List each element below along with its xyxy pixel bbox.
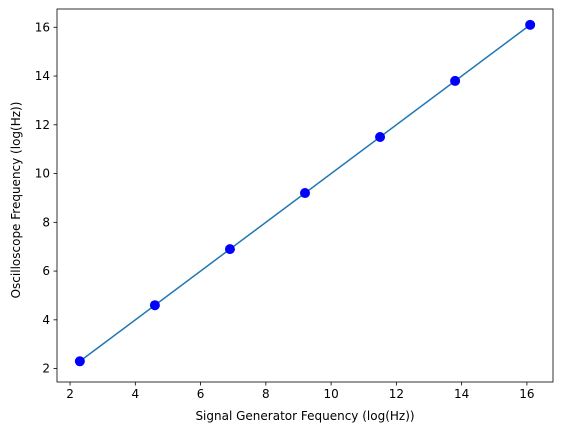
data-point [224,244,235,255]
x-tick-label: 4 [131,387,139,401]
x-axis-label: Signal Generator Fequency (log(Hz)) [195,409,414,423]
data-point [450,75,461,86]
ticks: 2 4 6 8 10 12 14 16 2 4 6 8 10 12 14 16 [35,20,535,401]
y-axis-label: Oscilloscope Frequency (log(Hz)) [9,102,23,299]
y-tick-label: 16 [35,20,50,34]
axes [56,8,554,383]
x-tick-label: 12 [389,387,404,401]
x-tick-label: 14 [454,387,469,401]
y-tick-label: 2 [42,362,50,376]
y-tick-label: 4 [42,313,50,327]
x-tick-label: 16 [519,387,534,401]
data-point [149,300,160,311]
plot-area [74,19,536,367]
y-tick-label: 14 [35,69,50,83]
x-tick-label: 8 [262,387,270,401]
x-tick-label: 10 [323,387,338,401]
data-point [375,131,386,142]
y-tick-label: 8 [42,215,50,229]
y-tick-label: 12 [35,118,50,132]
y-tick-label: 10 [35,167,50,181]
axes-frame [56,8,554,383]
data-point [525,19,536,30]
data-point [74,356,85,367]
y-tick-label: 6 [42,264,50,278]
data-point [300,188,310,199]
x-tick-label: 6 [197,387,205,401]
x-tick-label: 2 [66,387,74,401]
